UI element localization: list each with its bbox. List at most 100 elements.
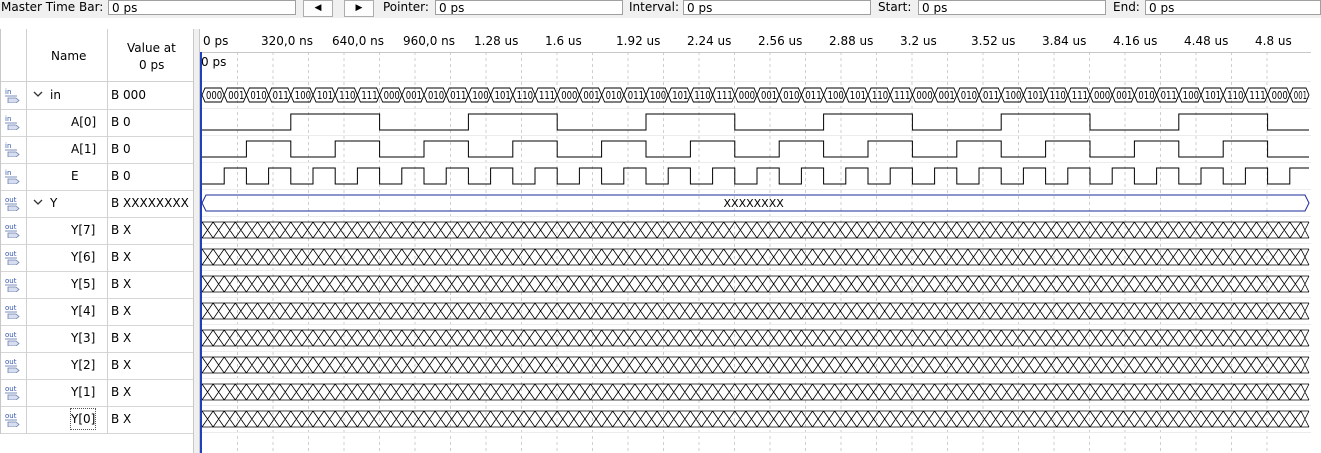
end-label: End: — [1113, 0, 1140, 14]
signal-row-Y4[interactable]: out Y[4] B X — [0, 298, 193, 326]
signal-name: E — [71, 169, 79, 183]
bus-value-label: 111 — [361, 89, 377, 102]
waveform-area[interactable]: 0 ps 320,0 ns 640,0 ns 960,0 ns 1.28 us 1.6 u… — [200, 29, 1321, 453]
bus-value-label: 110 — [1050, 89, 1066, 102]
svg-text:in: in — [5, 115, 11, 123]
bus-value-label: 001 — [406, 89, 422, 102]
ruler-tick-label: 3.2 us — [900, 34, 937, 48]
chevron-down-icon[interactable] — [32, 196, 44, 208]
signal-row-E[interactable]: in E B 0 — [0, 163, 193, 191]
ruler-tick-label: 2.88 us — [829, 34, 874, 48]
output-pin-icon: out — [4, 222, 24, 239]
ruler-tick-label: 0 ps — [203, 34, 229, 48]
bus-value-label: 010 — [250, 89, 266, 102]
bus-value-label: 101 — [1205, 89, 1221, 102]
time-ruler[interactable]: 0 ps 320,0 ns 640,0 ns 960,0 ns 1.28 us 1.6 u… — [200, 29, 1311, 53]
signal-row-Y6[interactable]: out Y[6] B X — [0, 244, 193, 272]
bus-value-label: 101 — [850, 89, 866, 102]
digital-waveform — [202, 113, 1309, 131]
bus-value-label: 000 — [1094, 89, 1110, 102]
signal-row-Y5[interactable]: out Y[5] B X — [0, 271, 193, 299]
bus-value-label: 111 — [539, 89, 555, 102]
svg-text:out: out — [5, 304, 17, 312]
left-border — [0, 29, 1, 434]
output-pin-icon: out — [4, 411, 24, 428]
bus-value-label: 101 — [495, 89, 511, 102]
row-header-corner — [0, 29, 26, 82]
master-time-bar-field[interactable]: 0 ps — [108, 0, 296, 15]
pointer-label: Pointer: — [383, 0, 429, 14]
bus-value-label: 010 — [961, 89, 977, 102]
toolbar: Master Time Bar: 0 ps ◀ ▶ Pointer: 0 ps … — [0, 0, 1321, 18]
ruler-tick-label: 2.56 us — [758, 34, 803, 48]
triangle-left-icon: ◀ — [314, 3, 322, 13]
undefined-waveform — [201, 302, 1310, 320]
bus-value-label: 101 — [672, 89, 688, 102]
signal-value: B XXXXXXXX — [111, 196, 189, 210]
signal-value: B 0 — [111, 169, 131, 183]
signal-row-Y2[interactable]: out Y[2] B X — [0, 352, 193, 380]
output-pin-icon: out — [4, 276, 24, 293]
bus-value-label: 110 — [1227, 89, 1243, 102]
signal-value: B X — [111, 412, 132, 426]
signal-name: A[0] — [71, 115, 97, 129]
svg-text:in: in — [5, 88, 11, 96]
previous-transition-button[interactable]: ◀ — [303, 0, 333, 17]
bus-value-label: 110 — [339, 89, 355, 102]
signal-row-Y3[interactable]: out Y[3] B X — [0, 325, 193, 353]
bus-value-label: 010 — [606, 89, 622, 102]
interval-field[interactable]: 0 ps — [683, 0, 871, 15]
pointer-field[interactable]: 0 ps — [435, 0, 623, 15]
signal-list-panel: Name Value at 0 ps in in B 000 in A[0] B 0 in A… — [0, 29, 195, 453]
bus-segment — [1289, 87, 1310, 103]
cursor-time-label: 0 ps — [201, 55, 227, 69]
ruler-tick-label: 1.92 us — [616, 34, 661, 48]
ruler-tick-label: 4.16 us — [1113, 34, 1158, 48]
signal-value: B 0 — [111, 142, 131, 156]
signal-value: B 000 — [111, 88, 146, 102]
signal-value: B X — [111, 250, 132, 264]
chevron-down-icon[interactable] — [32, 88, 44, 100]
value-column-time: 0 ps — [139, 58, 165, 72]
signal-row-in[interactable]: in in B 000 — [0, 82, 193, 110]
signal-value: B X — [111, 358, 132, 372]
value-column-title: Value at — [127, 41, 176, 55]
svg-text:out: out — [5, 223, 17, 231]
svg-text:out: out — [5, 358, 17, 366]
undefined-waveform — [201, 356, 1310, 374]
signal-row-Y[interactable]: out Y B XXXXXXXX — [0, 190, 193, 218]
output-pin-icon: out — [4, 195, 24, 212]
bus-value-label: 001 — [939, 89, 955, 102]
signal-row-Y1[interactable]: out Y[1] B X — [0, 379, 193, 407]
digital-waveform — [202, 167, 1309, 185]
bus-value-label: 011 — [450, 89, 466, 102]
bus-value-label: 010 — [428, 89, 444, 102]
signal-value: B 0 — [111, 115, 131, 129]
bus-value-label: 000 — [916, 89, 932, 102]
next-transition-button[interactable]: ▶ — [344, 0, 374, 17]
signal-row-Y0[interactable]: out Y[0] B X — [0, 406, 193, 434]
undefined-waveform — [201, 410, 1310, 428]
bus-value-label: 100 — [1183, 89, 1199, 102]
end-field[interactable]: 0 ps — [1145, 0, 1321, 15]
signal-row-Y7[interactable]: out Y[7] B X — [0, 217, 193, 245]
triangle-right-icon: ▶ — [355, 3, 363, 13]
waveform-canvas[interactable]: 000 001 010 011 100 101 110 111 000 001 010 011 100 1… — [200, 29, 1321, 453]
name-column-header[interactable]: Name — [27, 29, 107, 82]
signal-value: B X — [111, 223, 132, 237]
bus-segment — [201, 194, 1310, 212]
signal-name: Y[0] — [69, 408, 97, 430]
bus-value-label: XXXXXXXX — [724, 197, 785, 210]
signal-value: B X — [111, 304, 132, 318]
signal-row-A0[interactable]: in A[0] B 0 — [0, 109, 193, 137]
ruler-tick-label: 960,0 ns — [403, 34, 456, 48]
svg-text:out: out — [5, 385, 17, 393]
start-field[interactable]: 0 ps — [918, 0, 1106, 15]
panel-splitter[interactable] — [193, 29, 200, 453]
value-column-header[interactable]: Value at 0 ps — [108, 29, 193, 82]
column-divider — [107, 29, 108, 434]
bus-value-label: 100 — [650, 89, 666, 102]
ruler-tick-label: 640,0 ns — [332, 34, 385, 48]
signal-row-A1[interactable]: in A[1] B 0 — [0, 136, 193, 164]
signal-name: Y — [50, 196, 58, 210]
